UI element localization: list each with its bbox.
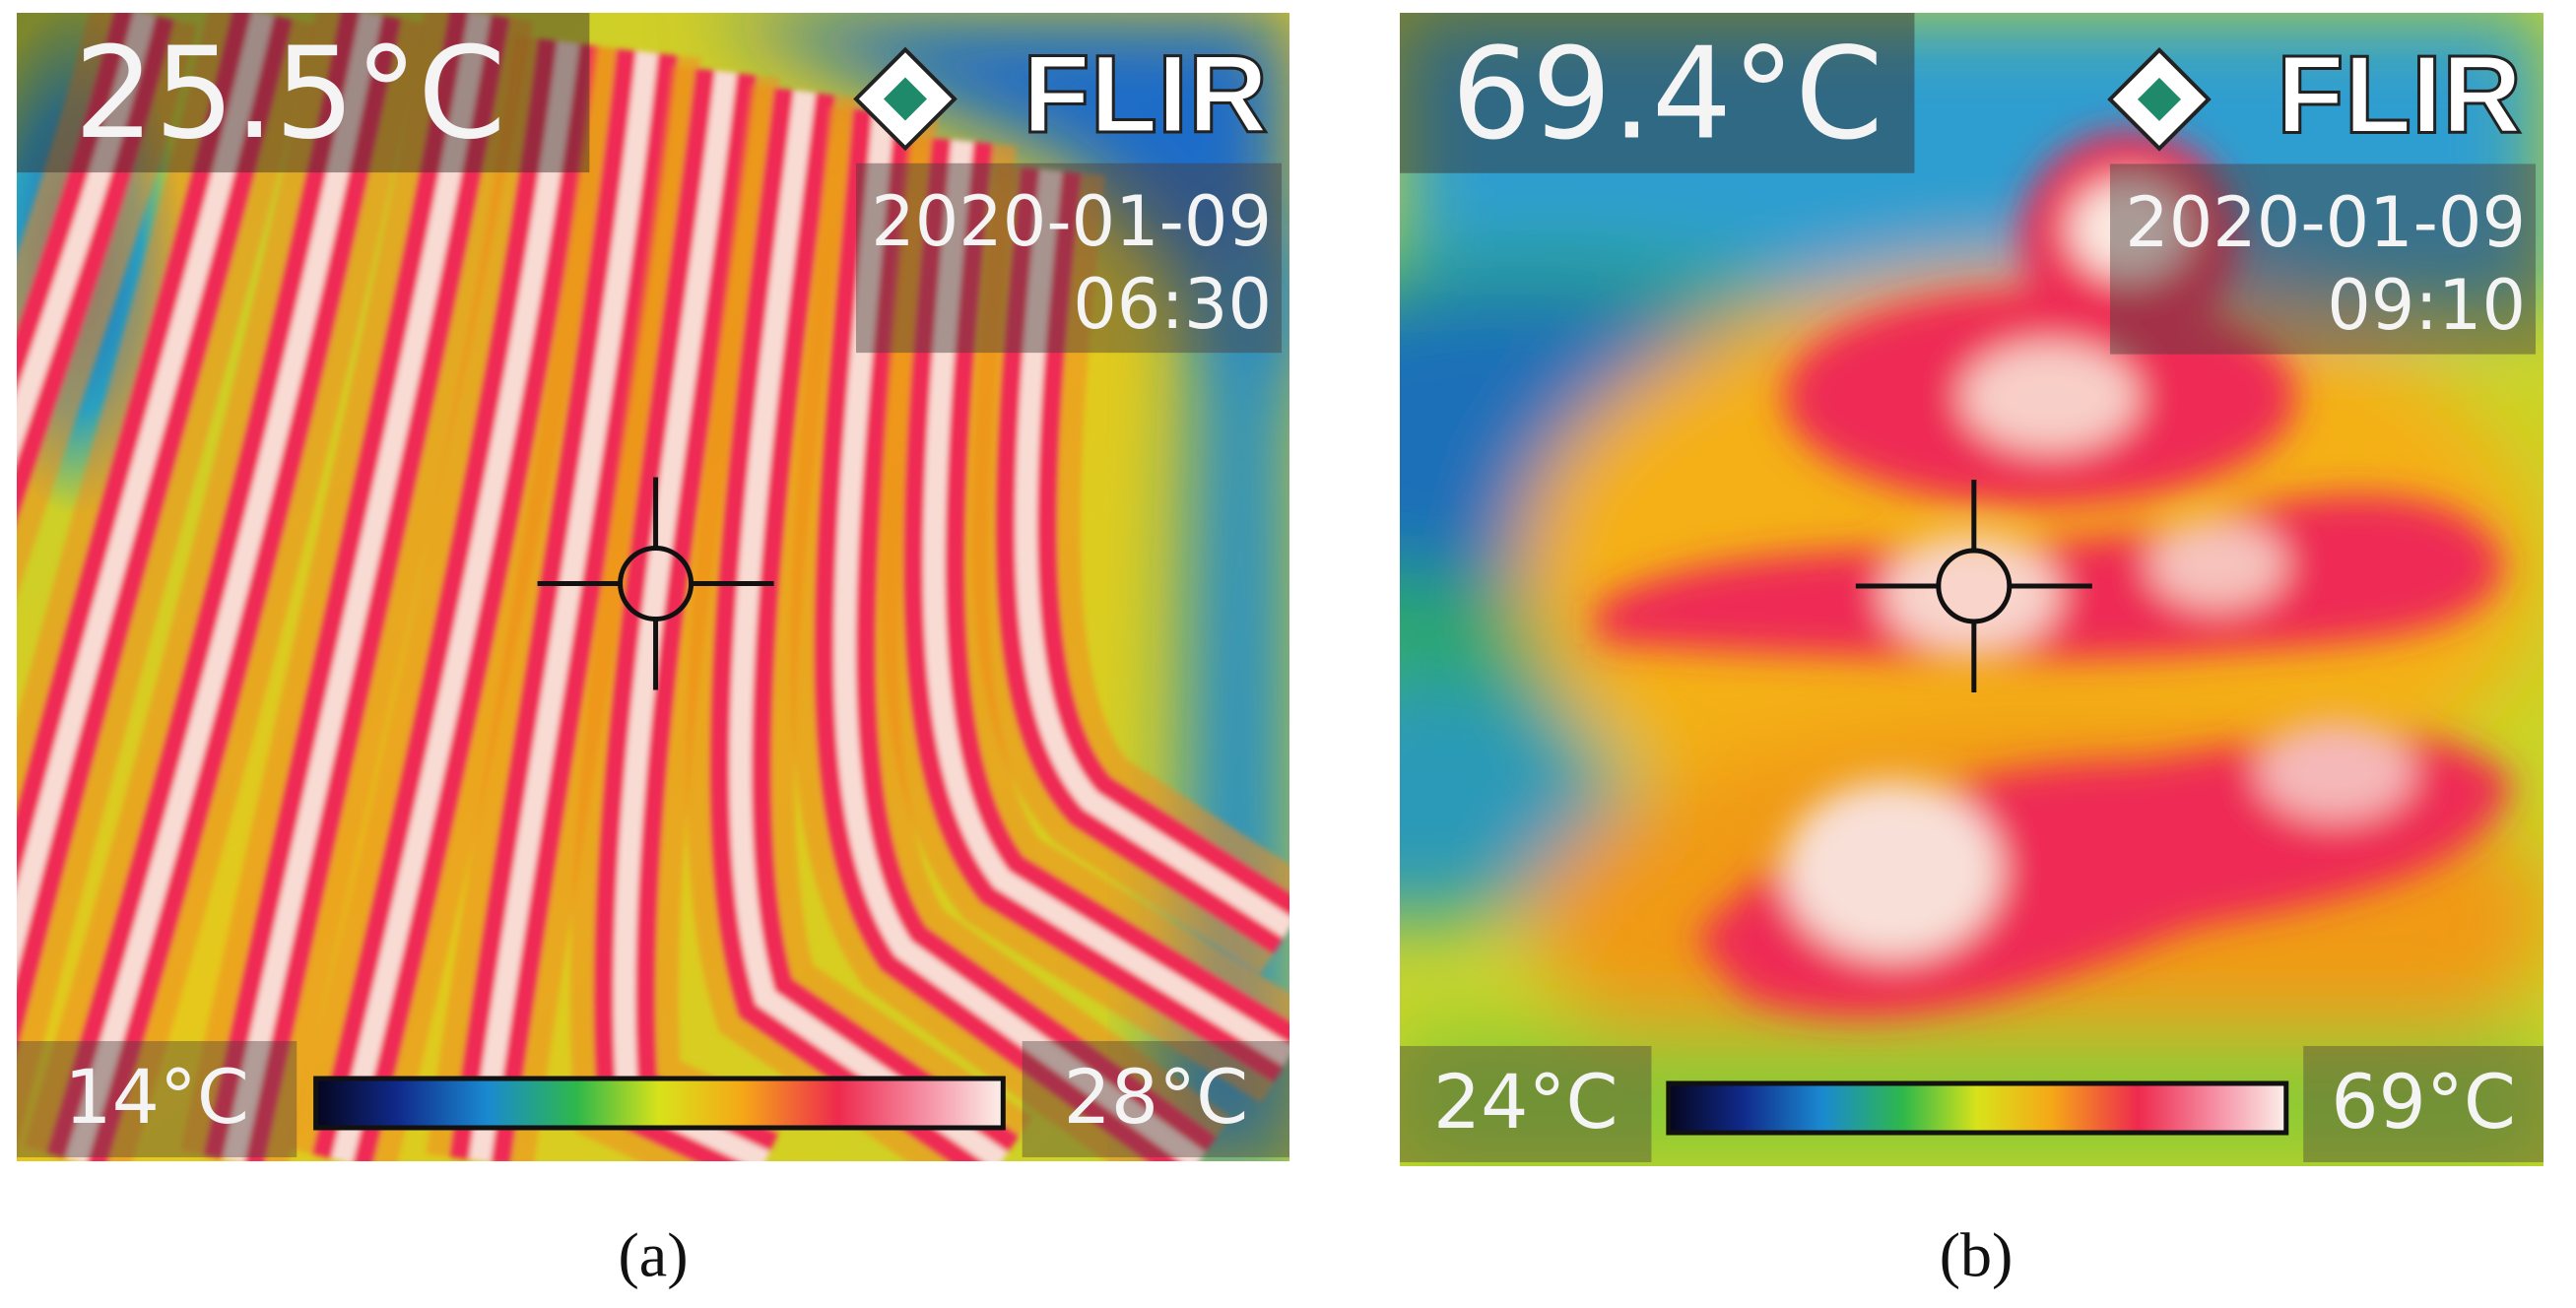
stripe-core [331, 40, 579, 1161]
cold-region [17, 13, 1289, 407]
scale-max: 69°C [2331, 1058, 2516, 1145]
stripe-core [17, 13, 274, 972]
color-scale [313, 1076, 1006, 1131]
scale-min-box [17, 1041, 297, 1157]
hot-spots [1597, 131, 2513, 1016]
scale-min-box [1400, 1046, 1652, 1162]
scale-min: 14°C [64, 1053, 249, 1141]
hottest-spot [1961, 343, 2139, 451]
stripe-core [17, 13, 156, 459]
temperature-reading: 69.4°C [1451, 21, 1882, 167]
date: 2020-01-09 [2125, 182, 2526, 263]
color-scale [1666, 1080, 2289, 1136]
caption: (b) [1940, 1220, 2014, 1290]
reading-box [1400, 13, 1915, 173]
stripe-core [469, 50, 658, 1161]
logo-icon [884, 77, 927, 121]
scale-max-box [2303, 1046, 2543, 1162]
time: 09:10 [2327, 265, 2526, 346]
reading-box [17, 13, 590, 173]
hottest-spot [2070, 180, 2188, 279]
stripe-core [729, 90, 1009, 1161]
timestamp-box [856, 163, 1282, 354]
stripe-core [923, 139, 1289, 1067]
date: 2020-01-09 [871, 181, 1272, 262]
scale-max: 28°C [1063, 1053, 1248, 1141]
caption: (a) [618, 1220, 688, 1290]
brand-logo: FLIR [2277, 33, 2522, 156]
brand-logo: FLIR [1023, 33, 1268, 156]
stripe-core [1015, 168, 1289, 939]
time: 06:30 [1073, 264, 1272, 345]
hottest-spot [2148, 520, 2286, 609]
scale-min: 24°C [1433, 1058, 1618, 1145]
stripe-core [613, 70, 770, 1161]
timestamp-box [2110, 164, 2536, 355]
stripe-core [833, 110, 1206, 1161]
hottest-spot [1882, 535, 2060, 653]
hottest-spot [2257, 722, 2414, 820]
temperature-reading: 25.5°C [74, 21, 505, 167]
stripe-core [223, 13, 491, 1161]
scale-max-box [1022, 1041, 1289, 1157]
logo-icon [2138, 77, 2181, 121]
stripe-core [65, 13, 382, 1161]
stripes [17, 13, 1289, 1161]
hottest-spot [1784, 781, 2001, 958]
thermal-image [17, 13, 1289, 1161]
